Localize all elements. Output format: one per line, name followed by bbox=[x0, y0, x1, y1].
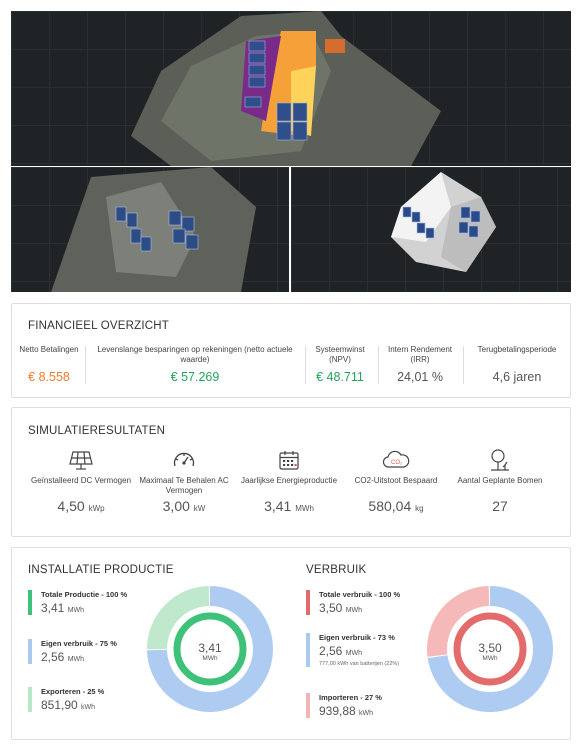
speedometer-icon bbox=[134, 446, 234, 474]
consumption-donut-center: 3,50 MWh bbox=[475, 641, 505, 662]
card-title: SIMULATIERESULTATEN bbox=[28, 425, 166, 437]
divider bbox=[305, 346, 306, 384]
legend-value: 2,56 MWh bbox=[41, 650, 85, 664]
legend-value: 2,56 MWh bbox=[319, 644, 363, 658]
legend-label: Importeren - 27 % bbox=[319, 693, 382, 702]
donut-center-unit: MWh bbox=[482, 655, 498, 662]
roof-aerial-image bbox=[11, 167, 289, 292]
legend-battery-note: 777,00 kWh van batterijen (22%) bbox=[319, 661, 400, 667]
sim-item-ac-power: Maximaal Te Behalen AC Vermogen 3,00 kW bbox=[134, 446, 234, 514]
roof-heatmap-image bbox=[11, 11, 571, 166]
legend-import: Importeren - 27 % 939,88 kWh bbox=[306, 693, 382, 718]
co2-cloud-icon: CO₂ bbox=[344, 446, 448, 474]
legend-export: Exporteren - 25 % 851,90 kWh bbox=[28, 687, 104, 712]
calendar-icon bbox=[234, 446, 344, 474]
simulation-results-card: SIMULATIERESULTATEN Geïnstalleerd DC Ver… bbox=[11, 407, 571, 537]
divider bbox=[85, 346, 86, 384]
production-title: INSTALLATIE PRODUCTIE bbox=[28, 564, 174, 576]
sim-value: 27 bbox=[492, 498, 508, 514]
production-total-ring bbox=[173, 612, 247, 686]
sim-label: CO2-Uitstoot Bespaard bbox=[354, 476, 438, 485]
consumption-slice-main bbox=[427, 586, 553, 712]
financial-overview-card: FINANCIEEL OVERZICHT Netto Betalingen € … bbox=[11, 303, 571, 398]
donut-center-value: 3,50 bbox=[478, 641, 502, 655]
fin-value-lifetime-savings: € 57.269 bbox=[170, 370, 220, 384]
legend-label: Totale verbruik - 100 % bbox=[319, 590, 401, 599]
fin-label-lifetime-savings: Levenslange besparingen op rekeningen (n… bbox=[97, 345, 293, 364]
sim-item-trees-planted: Aantal Geplante Bomen 27 bbox=[448, 446, 552, 514]
sim-value: 3,41 MWh bbox=[264, 498, 314, 514]
sim-label: Aantal Geplante Bomen bbox=[457, 476, 543, 485]
fin-label-irr: Intern Rendement (IRR) bbox=[387, 345, 453, 364]
sim-value: 3,00 kW bbox=[162, 498, 206, 514]
consumption-donut-chart bbox=[427, 586, 553, 712]
card-title: FINANCIEEL OVERZICHT bbox=[28, 320, 169, 332]
fin-value-npv: € 48.711 bbox=[316, 370, 364, 384]
sim-item-dc-power: Geïnstalleerd DC Vermogen 4,50 kWp bbox=[26, 446, 136, 514]
solar-panel-icon bbox=[26, 446, 136, 474]
legend-value: 851,90 kWh bbox=[41, 698, 96, 712]
legend-total-production: Totale Productie - 100 % 3,41 MWh bbox=[28, 590, 127, 615]
consumption-total-ring bbox=[453, 612, 527, 686]
legend-total-consumption: Totale verbruik - 100 % 3,50 MWh bbox=[306, 590, 400, 615]
legend-label: Totale Productie - 100 % bbox=[41, 590, 128, 599]
sim-value: 4,50 kWp bbox=[57, 498, 105, 514]
production-slice-secondary bbox=[147, 586, 210, 650]
consumption-slice-secondary bbox=[427, 586, 490, 657]
consumption-title: VERBRUIK bbox=[306, 564, 367, 576]
legend-value: 3,50 MWh bbox=[319, 601, 363, 615]
svg-text:CO₂: CO₂ bbox=[391, 460, 403, 466]
sim-value: 580,04 kg bbox=[368, 498, 424, 514]
production-slice-main bbox=[147, 586, 273, 712]
sim-item-annual-energy: Jaarlijkse Energieproductie 3,41 MWh bbox=[234, 446, 344, 514]
fin-value-payback: 4,6 jaren bbox=[492, 370, 542, 384]
legend-label: Eigen verbruik - 75 % bbox=[41, 639, 117, 648]
sim-item-co2-saved: CO₂ CO2-Uitstoot Bespaard 580,04 kg bbox=[344, 446, 448, 514]
fin-label-net-payments: Netto Betalingen bbox=[19, 345, 79, 354]
sim-label: Maximaal Te Behalen AC Vermogen bbox=[139, 476, 229, 495]
donut-center-value: 3,41 bbox=[198, 641, 222, 655]
divider bbox=[378, 346, 379, 384]
fin-value-net-payments: € 8.558 bbox=[28, 370, 70, 384]
divider bbox=[463, 346, 464, 384]
fin-label-npv: Systeemwinst (NPV) bbox=[315, 345, 365, 364]
production-donut-chart bbox=[147, 586, 273, 712]
legend-label: Exporteren - 25 % bbox=[41, 687, 105, 696]
fin-value-irr: 24,01 % bbox=[397, 370, 443, 384]
fin-label-payback: Terugbetalingsperiode bbox=[477, 345, 557, 354]
sim-label: Geïnstalleerd DC Vermogen bbox=[30, 476, 132, 485]
production-donut-center: 3,41 MWh bbox=[195, 641, 225, 662]
legend-value: 939,88 kWh bbox=[319, 704, 374, 718]
sim-label: Jaarlijkse Energieproductie bbox=[240, 476, 338, 485]
tree-icon bbox=[448, 446, 552, 474]
donut-center-unit: MWh bbox=[202, 655, 218, 662]
legend-label: Eigen verbruik - 73 % bbox=[319, 633, 395, 642]
legend-self-consumption: Eigen verbruik - 75 % 2,56 MWh bbox=[28, 639, 117, 664]
roof-3d-model-image bbox=[291, 167, 571, 292]
production-consumption-card: INSTALLATIE PRODUCTIE VERBRUIK Totale Pr… bbox=[11, 547, 571, 740]
legend-own-consumption: Eigen verbruik - 73 % 2,56 MWh 777,00 kW… bbox=[306, 633, 399, 667]
legend-value: 3,41 MWh bbox=[41, 601, 85, 615]
